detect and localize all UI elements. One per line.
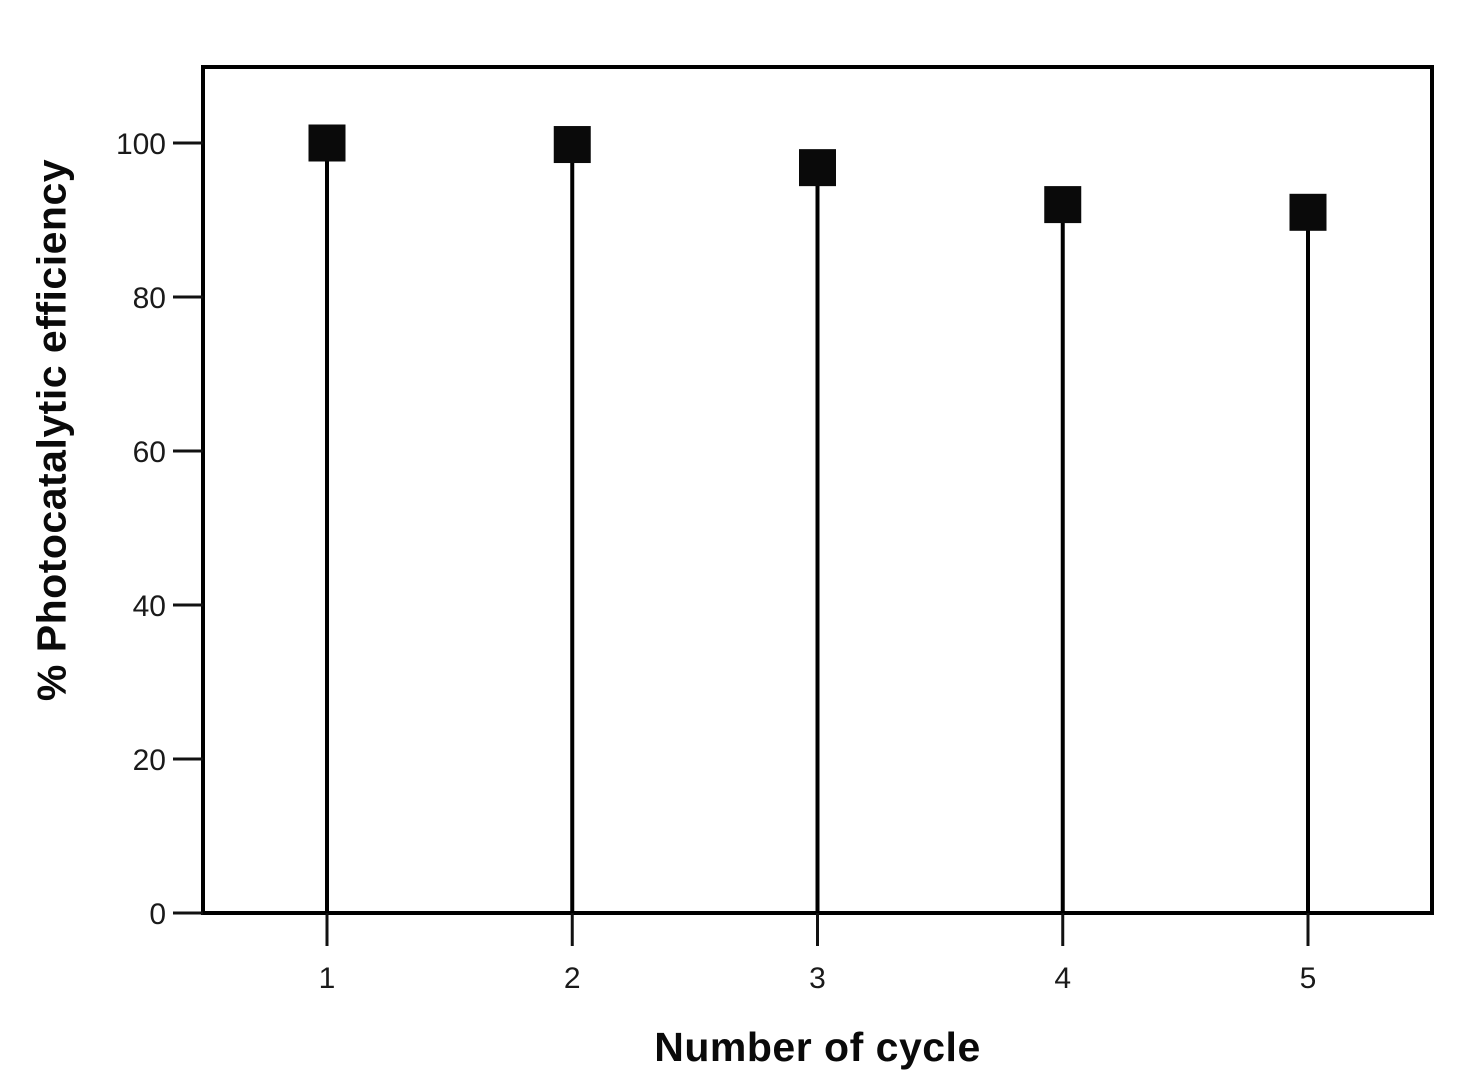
y-tick-label: 60 (133, 436, 166, 469)
data-point-marker (1044, 186, 1082, 224)
y-axis-title: % Photocatalytic efficiency (28, 158, 75, 702)
x-axis-title: Number of cycle (654, 1024, 981, 1070)
data-point-marker (308, 124, 346, 162)
data-point-marker (1289, 193, 1327, 231)
y-tick-label: 100 (116, 128, 166, 161)
y-tick-label: 20 (133, 744, 166, 777)
x-tick-label: 1 (319, 962, 336, 995)
data-point-marker (553, 126, 591, 164)
x-tick-label: 3 (809, 962, 826, 995)
y-tick-label: 80 (133, 282, 166, 315)
y-tick-label: 0 (149, 898, 166, 931)
data-point-marker (799, 149, 836, 187)
x-tick-label: 4 (1054, 962, 1071, 995)
x-tick-label: 2 (564, 962, 581, 995)
y-tick-label: 40 (133, 590, 166, 623)
x-tick-label: 5 (1300, 962, 1317, 995)
